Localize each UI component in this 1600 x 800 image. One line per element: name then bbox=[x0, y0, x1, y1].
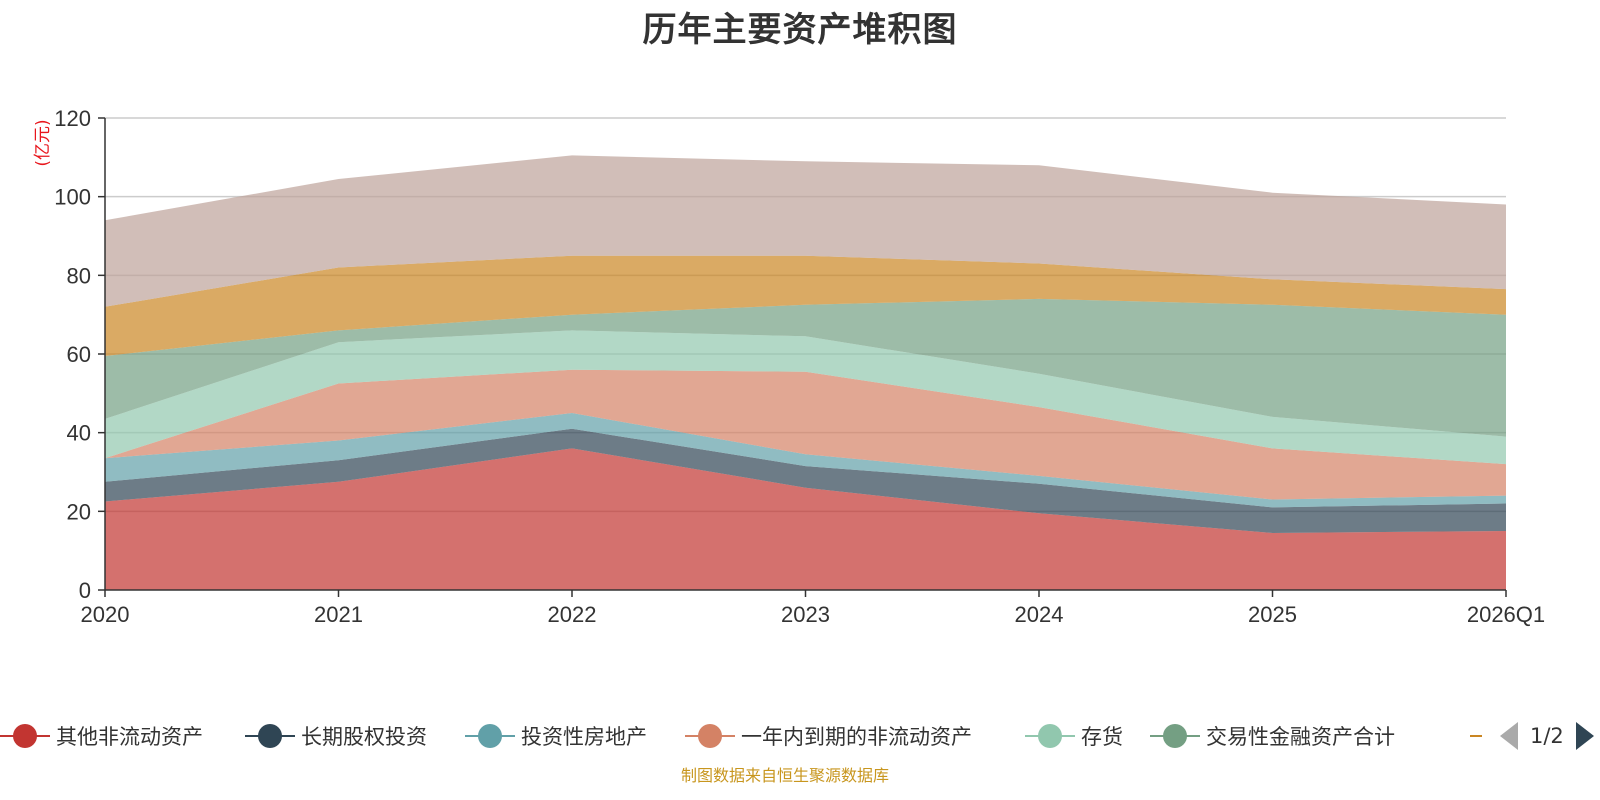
legend-page-indicator: 1/2 bbox=[1530, 724, 1564, 748]
legend-marker-icon bbox=[1025, 716, 1075, 756]
x-tick-label: 2023 bbox=[781, 602, 830, 627]
area-series bbox=[105, 448, 1506, 590]
legend-label: 一年内到期的非流动资产 bbox=[741, 725, 972, 749]
data-source-note: 制图数据来自恒生聚源数据库 bbox=[680, 766, 889, 785]
x-tick-label: 2020 bbox=[81, 602, 130, 627]
x-tick-label: 2021 bbox=[314, 602, 363, 627]
x-tick-label: 2022 bbox=[548, 602, 597, 627]
legend-label: 交易性金融资产合计 bbox=[1206, 725, 1395, 749]
legend-item[interactable]: 存货 bbox=[1025, 716, 1123, 756]
legend-item[interactable]: 其他非流动资产 bbox=[0, 716, 203, 756]
y-tick-label: 20 bbox=[67, 499, 91, 524]
legend-label: 长期股权投资 bbox=[301, 725, 427, 749]
legend-label: 存货 bbox=[1081, 725, 1123, 749]
legend-marker-icon bbox=[245, 716, 295, 756]
area-series bbox=[105, 298, 1506, 437]
legend-label: 投资性房地产 bbox=[521, 725, 647, 749]
legend-item[interactable]: 投资性房地产 bbox=[465, 716, 647, 756]
area-series bbox=[105, 369, 1506, 500]
legend-marker-icon bbox=[465, 716, 515, 756]
x-tick-label: 2024 bbox=[1015, 602, 1064, 627]
axes: 0 20 40 60 80 100 120 2020 2021 2022 2023 2024 2025 2… bbox=[33, 106, 1545, 627]
y-tick-label: 60 bbox=[67, 342, 91, 367]
stacked-area-chart: 0 20 40 60 80 100 120 2020 2021 2022 2023 2024 2025 2… bbox=[33, 106, 1545, 627]
y-tick-label: 0 bbox=[79, 578, 91, 603]
legend-marker-icon bbox=[1150, 716, 1200, 756]
chart-title: 历年主要资产堆积图 bbox=[642, 10, 958, 50]
legend-pager: 1/2 bbox=[1500, 716, 1594, 756]
legend: 其他非流动资产 长期股权投资 投资性房地产 一年内到期的非流动资产 存货 交易性金融资产合… bbox=[0, 716, 1600, 756]
area-series bbox=[105, 255, 1506, 356]
y-tick-label: 100 bbox=[54, 185, 91, 210]
legend-next-page-icon[interactable] bbox=[1575, 722, 1594, 750]
legend-marker-icon bbox=[0, 716, 50, 756]
x-tick-label: 2025 bbox=[1248, 602, 1297, 627]
area-series bbox=[105, 413, 1506, 508]
legend-partial-marker-icon bbox=[1470, 735, 1482, 737]
y-tick-label: 80 bbox=[67, 263, 91, 288]
legend-prev-page-icon[interactable] bbox=[1500, 722, 1518, 750]
y-tick-label: 40 bbox=[67, 421, 91, 446]
y-axis-unit-label: (亿元) bbox=[33, 119, 53, 166]
area-series bbox=[105, 155, 1506, 590]
y-tick-label: 120 bbox=[54, 106, 91, 131]
x-tick-label: 2026Q1 bbox=[1467, 602, 1545, 627]
area-series bbox=[105, 155, 1506, 307]
legend-item[interactable]: 交易性金融资产合计 bbox=[1150, 716, 1395, 756]
area-series bbox=[105, 428, 1506, 533]
area-series bbox=[105, 330, 1506, 465]
legend-marker-icon bbox=[685, 716, 735, 756]
legend-item[interactable]: 一年内到期的非流动资产 bbox=[685, 716, 972, 756]
legend-item[interactable]: 长期股权投资 bbox=[245, 716, 427, 756]
legend-label: 其他非流动资产 bbox=[56, 725, 203, 749]
